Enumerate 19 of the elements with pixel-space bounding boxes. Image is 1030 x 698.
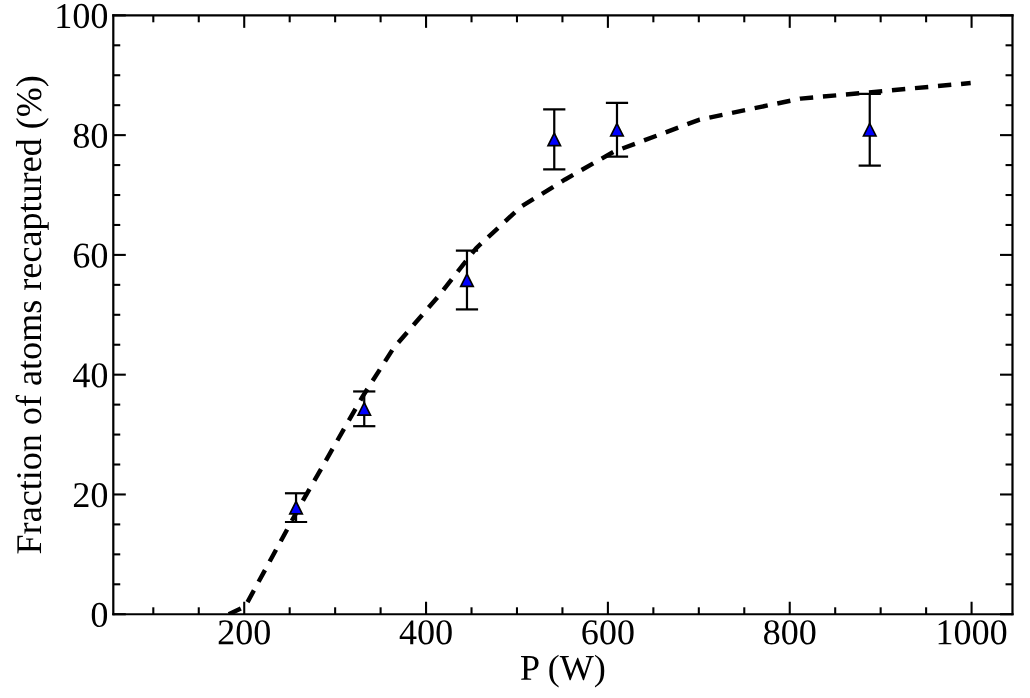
x-tick-label: 600 — [582, 620, 634, 645]
y-tick-label: 0 — [91, 602, 108, 628]
y-tick-label: 20 — [73, 482, 108, 508]
y-tick-label: 100 — [57, 3, 108, 29]
x-axis-title: P (W) — [520, 654, 605, 688]
y-tick-label: 40 — [73, 363, 108, 388]
y-axis-title: Fraction of atoms recaptured (%) — [15, 76, 49, 554]
x-tick-label: 800 — [764, 620, 816, 645]
y-tick-label: 80 — [73, 123, 108, 149]
x-tick-label: 200 — [218, 620, 270, 645]
point — [609, 122, 625, 137]
y-tick-label: 60 — [73, 243, 108, 268]
x-tick-label: 400 — [399, 620, 452, 645]
point — [862, 122, 877, 137]
point — [547, 132, 562, 147]
point — [288, 500, 304, 515]
point — [357, 401, 372, 416]
point — [459, 272, 475, 288]
x-tick-label: 1000 — [938, 620, 1007, 645]
